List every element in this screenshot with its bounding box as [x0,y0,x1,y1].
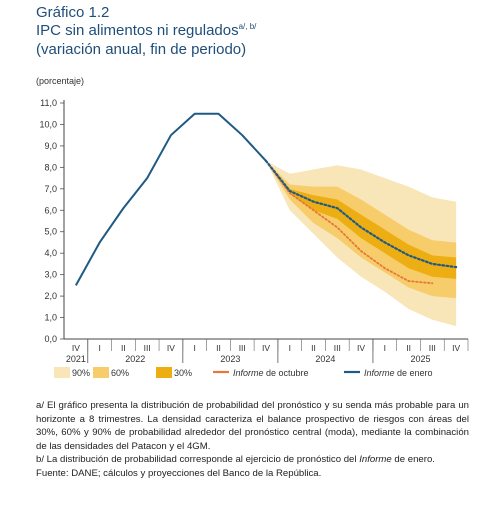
quarter-label: I [194,343,196,353]
legend-label-january: Informe de enero [364,368,433,378]
y-tick-label: 4,0 [44,248,57,258]
january-forecast-line [264,159,458,269]
quarter-label: II [216,343,221,353]
y-tick-label: 1,0 [44,313,57,323]
note-b-italic: Informe [359,454,392,466]
y-tick-label: 6,0 [44,205,57,215]
y-tick-label: 9,0 [44,141,57,151]
year-label: 2022 [125,354,145,364]
legend-january-italic: Informe [364,368,395,378]
year-label: 2024 [315,354,335,364]
quarter-label: IV [452,343,460,353]
quarter-label: II [121,343,126,353]
quarter-label: IV [262,343,270,353]
october-forecast-line [265,160,434,285]
note-b-start: b/ La distribución de probabilidad corre… [36,454,360,466]
unit-label: (porcentaje) [36,76,85,86]
quarter-label: III [334,343,341,353]
quarter-label: III [239,343,246,353]
y-tick-label: 5,0 [44,227,57,237]
quarter-label: I [384,343,386,353]
quarter-label: III [429,343,436,353]
y-tick-label: 8,0 [44,162,57,172]
y-tick-label: 2,0 [44,291,57,301]
year-label: 2025 [410,354,430,364]
fan-band-30 [266,160,457,279]
chart-title-text: IPC sin alimentos ni regulados [36,22,239,39]
note-a: a/ El gráfico presenta la distribución d… [36,400,469,452]
note-b: b/ La distribución de probabilidad corre… [36,453,469,467]
chart-number: Gráfico 1.2 [36,4,110,21]
source-note: Fuente: DANE; cálculos y proyecciones de… [36,467,322,479]
quarter-label: IV [167,343,175,353]
quarter-label: II [311,343,316,353]
y-tick-label: 0,0 [44,334,57,344]
legend-october-rest: de octubre [264,368,309,378]
legend-january-rest: de enero [395,368,433,378]
legend-label-60: 60% [111,368,129,378]
chart-title-footnote-marks: a/, b/ [238,22,257,31]
quarter-label: IV [72,343,80,353]
quarter-label: IV [357,343,365,353]
chart-title: IPC sin alimentos ni reguladosa/, b/ [36,22,256,39]
legend-label-30: 30% [174,368,192,378]
legend-label-90: 90% [72,368,90,378]
legend-swatch-60 [93,367,109,378]
chart-subtitle: (variación anual, fin de periodo) [36,41,247,58]
y-tick-label: 11,0 [40,98,57,108]
legend-label-october: Informe de octubre [233,368,309,378]
legend-swatch-30 [156,367,172,378]
chart-notes: a/ El gráfico presenta la distribución d… [36,399,469,481]
quarter-label: I [289,343,291,353]
legend-swatch-90 [54,367,70,378]
year-label: 2023 [220,354,240,364]
y-tick-label: 10,0 [39,119,57,129]
note-b-end: de enero. [391,454,435,466]
quarter-label: I [98,343,100,353]
y-tick-label: 7,0 [44,184,57,194]
legend-october-italic: Informe [233,368,264,378]
quarter-label: II [406,343,411,353]
fan-chart: 0,0 1,0 2,0 3,0 4,0 5,0 6,0 7,0 8,0 9,0 10,0 11,0 IV… [39,98,469,378]
y-tick-label: 3,0 [44,270,57,280]
quarter-label: III [144,343,151,353]
historical-line [75,112,267,286]
year-label: 2021 [66,354,86,364]
